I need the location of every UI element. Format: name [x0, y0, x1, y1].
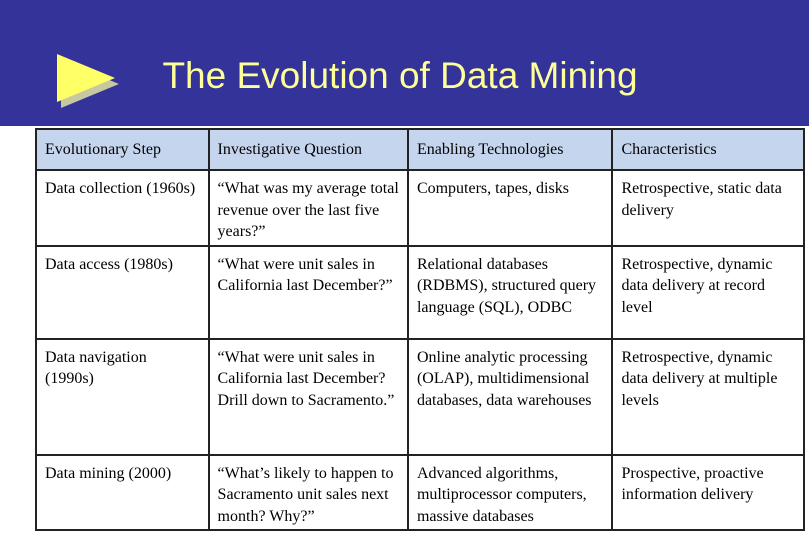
table-body: Data collection (1960s) “What was my aver… — [35, 169, 805, 531]
table-cell: “What was my average total revenue over … — [207, 169, 409, 247]
table-cell: Retrospective, static data delivery — [611, 169, 805, 247]
header-cell: Characteristics — [611, 128, 805, 171]
table-row: Data collection (1960s) “What was my aver… — [35, 169, 805, 247]
header-cell: Investigative Question — [207, 128, 409, 171]
table-cell: Data collection (1960s) — [35, 169, 210, 247]
arrow — [57, 54, 115, 102]
header-cell: Evolutionary Step — [35, 128, 210, 171]
table-cell: Advanced algorithms, multiprocessor comp… — [406, 453, 614, 531]
title-band — [0, 0, 809, 126]
arrow-icon — [57, 54, 119, 108]
header-cell: Enabling Technologies — [406, 128, 614, 171]
table-row: Data access (1980s) “What were unit sales… — [35, 244, 805, 340]
table-row: Data navigation (1990s) “What were unit s… — [35, 337, 805, 456]
slide-title: The Evolution of Data Mining — [162, 55, 638, 96]
table-cell: Data navigation (1990s) — [35, 337, 210, 456]
table-row: Data mining (2000) “What’s likely to happ… — [35, 453, 805, 531]
table-cell: Computers, tapes, disks — [406, 169, 614, 247]
table-cell: Prospective, proactive information deliv… — [611, 453, 805, 531]
table-cell: Retrospective, dynamic data delivery at … — [611, 244, 805, 340]
table-cell: Online analytic processing (OLAP), multi… — [406, 337, 614, 456]
table-cell: Data access (1980s) — [35, 244, 210, 340]
table-cell: “What were unit sales in California last… — [207, 337, 409, 456]
evolution-table: Evolutionary Step Investigative Question E… — [35, 128, 805, 531]
table-cell: Retrospective, dynamic data delivery at … — [611, 337, 805, 456]
table-cell: Data mining (2000) — [35, 453, 210, 531]
table-cell: “What were unit sales in California last… — [207, 244, 409, 340]
header-row: Evolutionary Step Investigative Question E… — [35, 128, 805, 171]
table-cell: Relational databases (RDBMS), structured… — [406, 244, 614, 340]
table-cell: “What’s likely to happen to Sacramento u… — [207, 453, 409, 531]
